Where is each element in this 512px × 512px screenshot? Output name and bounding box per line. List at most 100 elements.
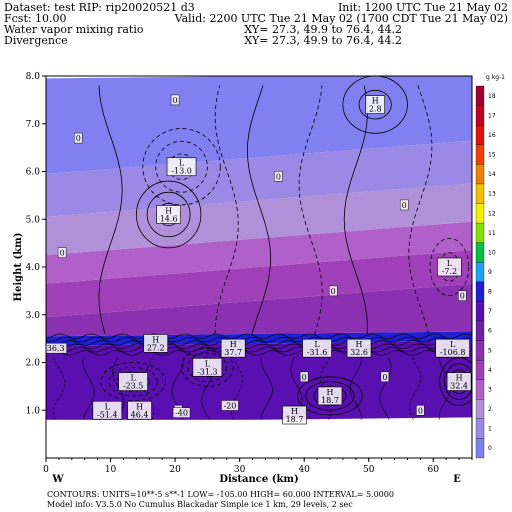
extremum-label-4: H27.2	[143, 334, 169, 353]
extremum-label-15: H18.7	[282, 405, 307, 425]
extremum-kind: H	[136, 402, 143, 411]
extremum-kind: H	[372, 97, 379, 106]
colorbar-swatch-14	[475, 164, 485, 185]
colorbar-swatch-12	[475, 203, 485, 224]
extremum-kind: H	[327, 388, 334, 397]
contour-label-12: -40	[175, 409, 188, 418]
contour-label-7: 36.3	[47, 344, 65, 353]
contour-low-west-ring-3	[108, 366, 158, 397]
extremum-label-1: L-13.0	[166, 157, 197, 177]
contour-vertical-3	[298, 85, 323, 335]
colorbar-label-7: 7	[488, 308, 492, 315]
x-tick-label-0: 0	[43, 465, 49, 475]
extremum-value: -13.0	[171, 167, 192, 176]
extremum-label-8: L-106.8	[435, 338, 470, 358]
east-end-label: E	[453, 474, 461, 485]
colorbar-swatch-7	[475, 301, 485, 322]
axes: 0 10 20 30 40 50 60 1.0 2.0 3.0 4.0 5.0 6.0 7.0 8.0	[26, 72, 473, 475]
extremum-kind: H	[456, 374, 463, 383]
y-tick-label-2: 3.0	[26, 311, 41, 321]
contour-label-box-6	[458, 290, 467, 301]
contour-high-mid-ring-2	[146, 191, 191, 238]
contour-lower-11	[379, 357, 392, 420]
y-tick-label-0: 1.0	[26, 406, 41, 416]
contour-label-box-1	[74, 132, 83, 144]
extremum-value: -31.3	[197, 367, 218, 376]
colorbar-label-12: 12	[488, 210, 496, 217]
contour-layer-line-1	[46, 346, 472, 353]
contour-label-1: 0	[76, 134, 81, 143]
x-axis-label: Distance (km)	[219, 474, 298, 485]
header-forecast-hour: Fcst: 10.00	[4, 12, 67, 25]
west-end-label: W	[51, 474, 64, 485]
footer-model-info: Model info: V3.5.0 No Cumulus Blackadar …	[47, 500, 353, 509]
colorbar-label-6: 6	[488, 328, 492, 335]
colorbar-swatch-11	[475, 222, 485, 243]
extremum-label-11: H32.4	[446, 372, 472, 391]
mixing-ratio-band-5	[46, 183, 472, 256]
contour-label-9: 0	[382, 373, 387, 382]
contour-label-4: 0	[60, 249, 65, 258]
contour-vertical-4	[343, 85, 368, 334]
contour-label-6: 0	[460, 292, 465, 301]
contour-vertical-1	[214, 85, 239, 334]
contour-label-3: 0	[402, 201, 407, 210]
colorbar-label-3: 3	[488, 386, 492, 393]
y-tick-label-3: 4.0	[26, 263, 41, 273]
contour-layer-line-0	[46, 350, 472, 356]
footer-contour-info: CONTOURS: UNITS=10**-5 s**-1 LOW= -105.0…	[47, 490, 394, 499]
colorbar-swatch-2	[475, 399, 485, 419]
contour-low-west-ring-2	[116, 371, 150, 392]
contour-label-11: -20	[224, 401, 237, 410]
mixing-ratio-band-2	[46, 283, 472, 337]
colorbar-swatch-9	[475, 262, 485, 282]
mixing-ratio-band-0	[46, 341, 472, 423]
header-dataset: Dataset: test RIP: rip20020521 d3	[4, 1, 195, 14]
y-tick-label-5: 6.0	[26, 168, 41, 178]
extremum-kind: H	[165, 206, 172, 215]
colorbar-label-0: 0	[488, 445, 492, 452]
contour-high-top-ring-2	[342, 76, 408, 134]
contour-label-box-8	[299, 371, 309, 383]
colorbar-swatch-6	[475, 320, 485, 341]
extremum-kind: H	[356, 340, 363, 349]
colorbar-label-15: 15	[488, 152, 496, 159]
y-tick-label-4: 5.0	[26, 215, 41, 225]
extremum-kind: L	[130, 374, 136, 383]
contour-lower-12	[409, 357, 422, 420]
extremum-label-6: L-31.6	[302, 338, 332, 358]
x-tick-label-5: 50	[363, 465, 375, 475]
y-tick-label-7: 8.0	[26, 72, 41, 82]
contour-low-upper-ring-2	[155, 140, 208, 193]
extremum-value: 14.6	[160, 214, 178, 223]
contour-high-east-ring-4	[439, 357, 472, 406]
extremum-kind: H	[291, 407, 298, 416]
extremum-kind: H	[152, 335, 159, 344]
x-tick-label-4: 40	[298, 465, 310, 475]
header-field2-name: Divergence	[4, 34, 68, 47]
extremum-value: 46.4	[131, 410, 149, 419]
contour-low-center-ring-3	[187, 352, 228, 382]
extremum-kind: H	[230, 340, 237, 349]
extremum-value: -7.2	[442, 267, 457, 276]
extremum-label-7: H32.6	[346, 338, 372, 358]
extremum-label-3: L-7.2	[437, 257, 462, 277]
contour-high-mid-ring-3	[135, 180, 202, 249]
colorbar-units: g kg-1	[486, 74, 505, 81]
y-tick-label-1: 2.0	[26, 359, 41, 369]
contour-layer-line-5	[46, 333, 472, 339]
contour-label-box-11	[221, 400, 239, 411]
y-tick-label-6: 7.0	[26, 120, 41, 130]
extremum-label-13: L-51.4	[92, 400, 123, 420]
colorbar-swatch-15	[475, 144, 485, 165]
contour-label-box-9	[380, 371, 390, 383]
contour-lower-7	[260, 357, 273, 420]
header-field1-xsec: XY= 27.3, 49.9 to 76.4, 44.2	[244, 23, 402, 36]
contour-vertical-2	[246, 85, 272, 335]
extremum-value: -23.5	[123, 382, 144, 391]
colorbar-label-8: 8	[488, 289, 492, 296]
contour-label-5: 0	[331, 287, 336, 296]
